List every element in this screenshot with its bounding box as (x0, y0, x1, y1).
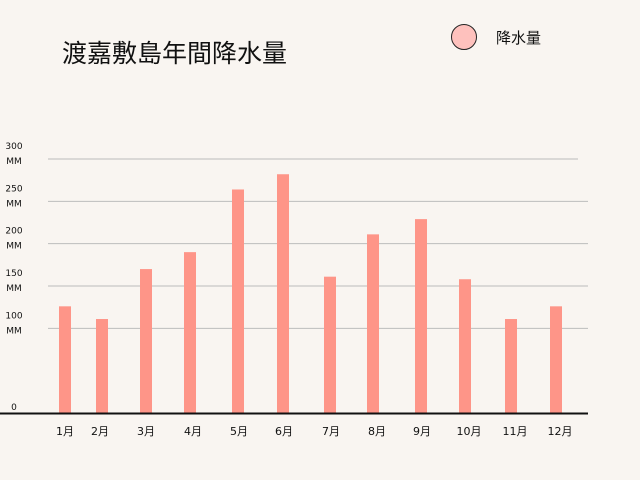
bar (505, 319, 517, 413)
y-tick-label: MM (6, 242, 22, 252)
y-tick-label: MM (6, 284, 22, 294)
y-tick-label: 300 (5, 142, 22, 152)
y-tick-label: 100 (5, 311, 22, 321)
x-tick-label: 6月 (275, 425, 293, 438)
bar (277, 174, 289, 413)
bar (324, 276, 336, 413)
x-tick-label: 3月 (137, 425, 155, 438)
bars (59, 174, 562, 413)
x-tick-label: 5月 (230, 425, 248, 438)
bar (459, 279, 471, 413)
y-tick-label: 200 (5, 227, 22, 237)
bar (184, 252, 196, 413)
x-tick-label: 9月 (413, 425, 431, 438)
x-tick-label: 12月 (548, 425, 573, 438)
grid-lines (48, 158, 588, 329)
x-tick-label: 11月 (503, 425, 528, 438)
bar (415, 219, 427, 413)
x-tick-label: 4月 (184, 425, 202, 438)
x-tick-label: 7月 (322, 425, 340, 438)
y-tick-label: MM (6, 157, 22, 167)
bar (59, 306, 71, 413)
x-tick-label: 10月 (457, 425, 482, 438)
y-tick-label: 0 (11, 403, 17, 413)
legend-label: 降水量 (496, 28, 542, 47)
y-tick-label: MM (6, 199, 22, 209)
bar (96, 319, 108, 413)
x-tick-label: 8月 (368, 425, 386, 438)
y-tick-label: MM (6, 326, 22, 336)
x-tick-labels: 1月 2月 3月 4月 5月 6月 7月 8月 9月 10月 11月 12月 (56, 425, 573, 438)
y-tick-label: 250 (5, 184, 22, 194)
bar (140, 269, 152, 413)
chart-title: 渡嘉敷島年間降水量 (62, 39, 288, 68)
legend-swatch (451, 24, 477, 50)
bar (367, 234, 379, 413)
bar (232, 189, 244, 413)
x-tick-label: 1月 (56, 425, 74, 438)
bar (550, 306, 562, 413)
y-tick-labels: 0 100 MM 150 MM 200 MM 250 MM 300 MM (5, 142, 22, 413)
y-tick-label: 150 (5, 269, 22, 279)
x-tick-label: 2月 (91, 425, 109, 438)
legend: 降水量 (451, 24, 541, 50)
